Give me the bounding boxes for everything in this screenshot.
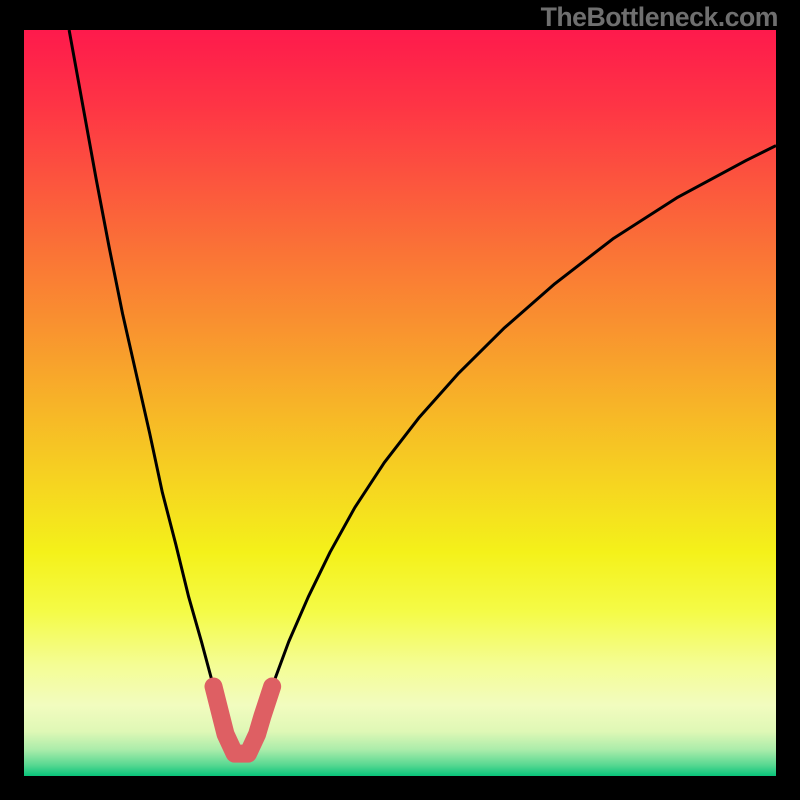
plot-area bbox=[24, 30, 776, 776]
curve-layer bbox=[24, 30, 776, 776]
canvas: TheBottleneck.com bbox=[0, 0, 800, 800]
bottleneck-curve bbox=[69, 30, 776, 754]
watermark: TheBottleneck.com bbox=[541, 2, 778, 33]
optimal-zone-highlight bbox=[214, 686, 273, 753]
